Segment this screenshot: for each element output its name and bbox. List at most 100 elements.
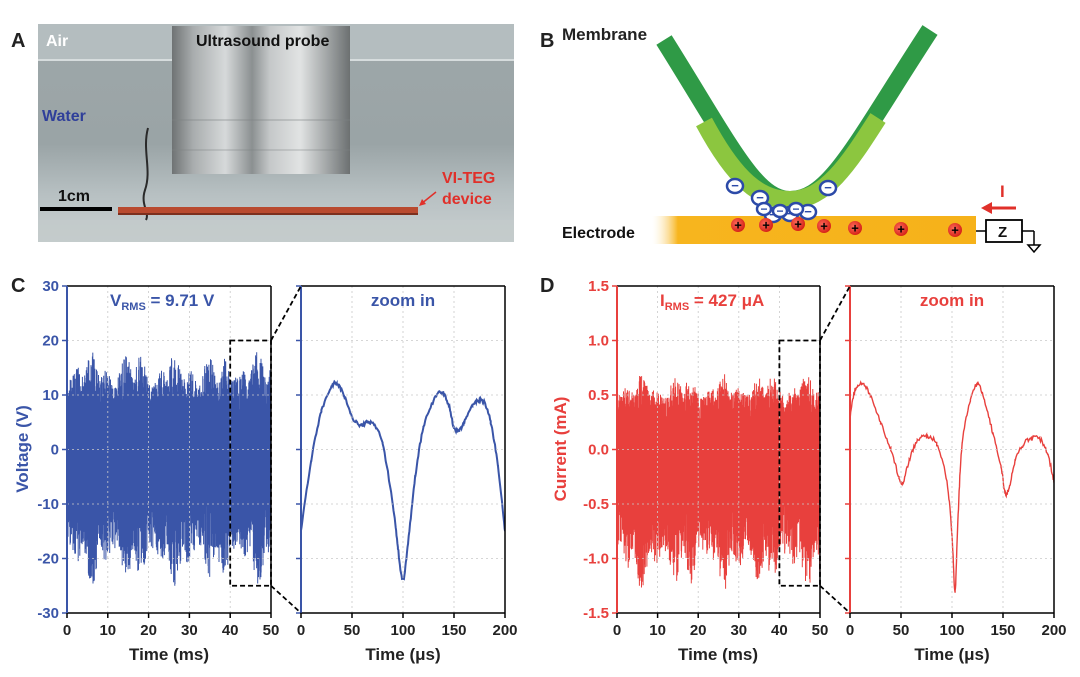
y-tick-label: -0.5 xyxy=(583,496,609,513)
negative-charge: − xyxy=(725,177,745,195)
negative-charges: −−−−−−−−− xyxy=(725,177,838,224)
vi-teg-device-strip xyxy=(118,207,418,213)
y-tick-label: 20 xyxy=(42,333,59,350)
y-tick-label: -1.5 xyxy=(583,605,609,622)
y-tick-label: -1.0 xyxy=(583,551,609,568)
positive-charge: + xyxy=(948,223,962,238)
c-ylabel: Voltage (V) xyxy=(13,405,32,493)
x-tick-label: 10 xyxy=(99,622,116,639)
current-trace xyxy=(617,374,820,589)
x-tick-label: 50 xyxy=(893,622,910,639)
current-zoom-trace xyxy=(850,380,1054,593)
x-tick-label: 10 xyxy=(649,622,666,639)
x-tick-label: 40 xyxy=(771,622,788,639)
x-tick-label: 50 xyxy=(812,622,829,639)
positive-charge: + xyxy=(731,218,745,233)
positive-charge: + xyxy=(894,222,908,237)
x-tick-label: 0 xyxy=(297,622,305,639)
d-annotation-irms: IRMS = 427 μA xyxy=(660,291,764,313)
negative-charge: − xyxy=(818,179,838,197)
y-tick-label: 10 xyxy=(42,387,59,404)
svg-text:−: − xyxy=(760,202,767,216)
svg-text:−: − xyxy=(731,178,739,193)
c-xlabel-right: Time (μs) xyxy=(365,645,440,664)
negative-charge: − xyxy=(787,201,805,217)
panel-letter-a: A xyxy=(11,30,25,52)
positive-charge: + xyxy=(817,219,831,234)
d-zoom-title: zoom in xyxy=(920,291,984,310)
zoom-box xyxy=(778,339,821,587)
svg-text:−: − xyxy=(756,190,764,205)
y-tick-label: 0.5 xyxy=(588,387,609,404)
positive-charge: + xyxy=(791,217,805,232)
panel-letter-b: B xyxy=(540,30,554,52)
label-water: Water xyxy=(42,108,86,125)
svg-text:+: + xyxy=(820,219,828,234)
x-tick-label: 200 xyxy=(492,622,517,639)
x-tick-label: 40 xyxy=(222,622,239,639)
d-xlabel-right: Time (μs) xyxy=(914,645,989,664)
zoom-connector-bottom xyxy=(819,585,851,614)
y-tick-label: -10 xyxy=(37,496,59,513)
panel-a-photo: Air Ultrasound probe Water 1cm VI-TEG de… xyxy=(38,24,514,242)
d-xlabel-left: Time (ms) xyxy=(678,645,758,664)
x-tick-label: 30 xyxy=(181,622,198,639)
label-current-i: I xyxy=(1000,182,1005,201)
circuit: Z I xyxy=(976,182,1042,254)
svg-text:+: + xyxy=(794,217,802,232)
label-electrode: Electrode xyxy=(562,225,635,242)
label-vi-teg: VI-TEG xyxy=(442,170,495,187)
voltage-zoom-trace xyxy=(301,379,505,581)
positive-charge: + xyxy=(848,221,862,236)
x-tick-label: 0 xyxy=(613,622,621,639)
x-tick-label: 50 xyxy=(263,622,280,639)
y-tick-label: 1.5 xyxy=(588,278,609,295)
zoom-series-line xyxy=(850,380,1054,593)
x-tick-label: 30 xyxy=(730,622,747,639)
c-xlabel-left: Time (ms) xyxy=(129,645,209,664)
y-tick-label: 1.0 xyxy=(588,333,609,350)
d-ylabel: Current (mA) xyxy=(551,397,570,502)
chart-c: 0 10 20 30 40 50 0 50 100 150 200 -30 -20 -10 0 10 20 30 xyxy=(37,278,517,639)
svg-text:−: − xyxy=(804,204,812,219)
noise-series xyxy=(67,352,271,586)
y-tick-label: -20 xyxy=(37,551,59,568)
membrane xyxy=(656,25,938,210)
svg-text:+: + xyxy=(897,222,905,237)
negative-charge: − xyxy=(755,201,773,217)
zoom-series-line xyxy=(301,379,505,581)
svg-text:+: + xyxy=(762,218,770,233)
noise-series xyxy=(617,374,820,589)
label-device: device xyxy=(442,191,492,208)
label-air: Air xyxy=(46,33,68,50)
svg-text:+: + xyxy=(734,218,742,233)
y-tick-label: 0 xyxy=(51,442,59,459)
zoom-connector-top xyxy=(819,285,851,341)
x-tick-label: 100 xyxy=(939,622,964,639)
positive-charges: + + + + + + + xyxy=(731,217,962,238)
x-tick-label: 20 xyxy=(140,622,157,639)
x-tick-label: 50 xyxy=(344,622,361,639)
zoom-box xyxy=(229,339,272,587)
label-membrane: Membrane xyxy=(562,25,647,44)
negative-charge: − xyxy=(771,203,789,219)
x-tick-label: 200 xyxy=(1041,622,1066,639)
y-tick-label: 0.0 xyxy=(588,442,609,459)
chart-d: 0 10 20 30 40 50 0 50 100 150 200 -1.5 -1.0 -0.5 0.0 0.… xyxy=(583,278,1066,639)
x-tick-label: 100 xyxy=(390,622,415,639)
zoom-connector-top xyxy=(270,285,302,341)
c-annotation-vrms: VRMS = 9.71 V xyxy=(110,291,215,313)
electrode xyxy=(652,216,976,244)
positive-charge: + xyxy=(759,218,773,233)
y-tick-label: 30 xyxy=(42,278,59,295)
svg-text:−: − xyxy=(824,180,832,195)
svg-text:−: − xyxy=(776,204,783,218)
label-scale-1cm: 1cm xyxy=(58,188,90,205)
panel-letter-d: D xyxy=(540,275,554,297)
zoom-connector-bottom xyxy=(270,585,302,614)
voltage-trace xyxy=(67,352,271,586)
svg-text:−: − xyxy=(792,202,799,216)
x-tick-label: 0 xyxy=(63,622,71,639)
x-tick-label: 20 xyxy=(690,622,707,639)
